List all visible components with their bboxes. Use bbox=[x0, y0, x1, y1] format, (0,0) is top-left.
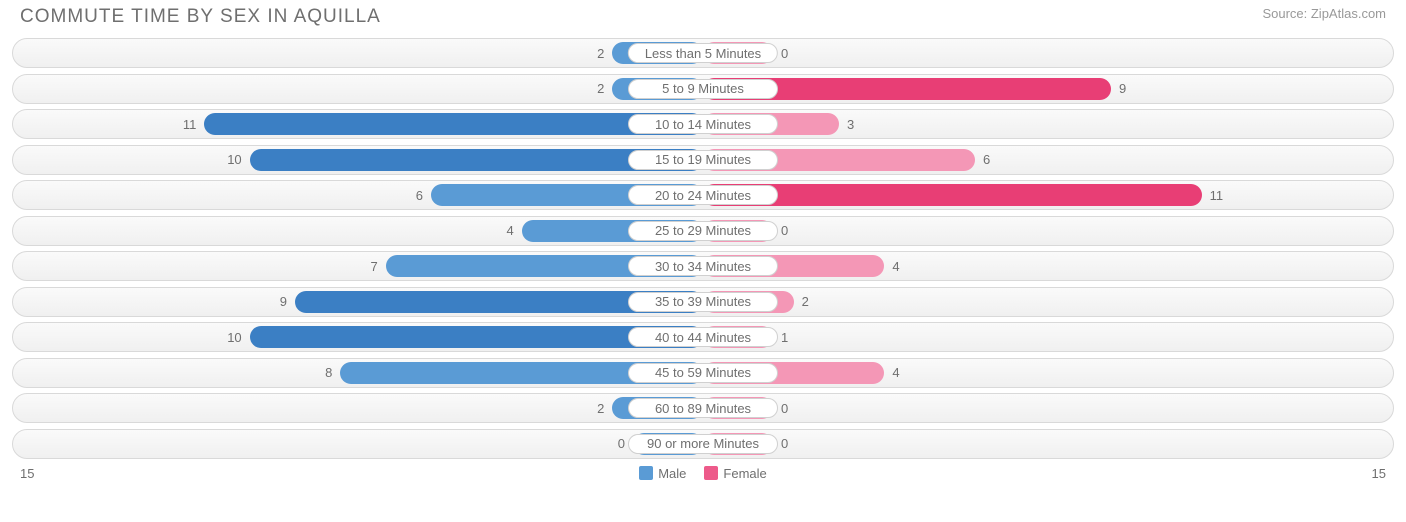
value-female: 11 bbox=[1202, 184, 1232, 206]
chart-row: 10 6 15 to 19 Minutes bbox=[12, 145, 1394, 175]
value-female: 6 bbox=[975, 149, 998, 171]
value-male: 11 bbox=[175, 113, 205, 135]
category-label: 30 to 34 Minutes bbox=[628, 256, 778, 276]
legend-item-female: Female bbox=[704, 466, 766, 481]
value-male: 4 bbox=[498, 220, 521, 242]
value-male: 7 bbox=[362, 255, 385, 277]
legend-item-male: Male bbox=[639, 466, 686, 481]
chart-row: 11 3 10 to 14 Minutes bbox=[12, 109, 1394, 139]
chart-area: 20Less than 5 Minutes295 to 9 Minutes113… bbox=[0, 32, 1406, 459]
category-label: 90 or more Minutes bbox=[628, 434, 778, 454]
chart-row: 7 4 30 to 34 Minutes bbox=[12, 251, 1394, 281]
value-female: 3 bbox=[839, 113, 862, 135]
legend: Male Female bbox=[639, 466, 767, 481]
axis-left-max: 15 bbox=[20, 466, 34, 481]
chart-row: 2 9 5 to 9 Minutes bbox=[12, 74, 1394, 104]
chart-row: 4025 to 29 Minutes bbox=[12, 216, 1394, 246]
chart-row: 2060 to 89 Minutes bbox=[12, 393, 1394, 423]
chart-row: 0090 or more Minutes bbox=[12, 429, 1394, 459]
value-male: 2 bbox=[589, 78, 612, 100]
category-label: 45 to 59 Minutes bbox=[628, 363, 778, 383]
category-label: 5 to 9 Minutes bbox=[628, 79, 778, 99]
value-male: 2 bbox=[589, 397, 612, 419]
value-male: 10 bbox=[219, 326, 249, 348]
category-label: 40 to 44 Minutes bbox=[628, 327, 778, 347]
legend-label-male: Male bbox=[658, 466, 686, 481]
category-label: 10 to 14 Minutes bbox=[628, 114, 778, 134]
value-female: 4 bbox=[884, 362, 907, 384]
category-label: 25 to 29 Minutes bbox=[628, 221, 778, 241]
category-label: 60 to 89 Minutes bbox=[628, 398, 778, 418]
chart-row: 20Less than 5 Minutes bbox=[12, 38, 1394, 68]
source-attribution: Source: ZipAtlas.com bbox=[1262, 6, 1386, 21]
value-female: 4 bbox=[884, 255, 907, 277]
value-male: 9 bbox=[272, 291, 295, 313]
value-male: 6 bbox=[408, 184, 431, 206]
chart-row: 6 11 20 to 24 Minutes bbox=[12, 180, 1394, 210]
value-female: 2 bbox=[794, 291, 817, 313]
swatch-female-icon bbox=[704, 466, 718, 480]
chart-container: COMMUTE TIME BY SEX IN AQUILLA Source: Z… bbox=[0, 0, 1406, 522]
category-label: Less than 5 Minutes bbox=[628, 43, 778, 63]
value-male: 2 bbox=[589, 42, 612, 64]
swatch-male-icon bbox=[639, 466, 653, 480]
chart-footer: 15 Male Female 15 bbox=[0, 464, 1406, 481]
axis-right-max: 15 bbox=[1372, 466, 1386, 481]
chart-row: 9 2 35 to 39 Minutes bbox=[12, 287, 1394, 317]
value-female: 9 bbox=[1111, 78, 1134, 100]
category-label: 15 to 19 Minutes bbox=[628, 150, 778, 170]
header: COMMUTE TIME BY SEX IN AQUILLA Source: Z… bbox=[0, 0, 1406, 32]
value-male: 8 bbox=[317, 362, 340, 384]
chart-row: 8 4 45 to 59 Minutes bbox=[12, 358, 1394, 388]
chart-title: COMMUTE TIME BY SEX IN AQUILLA bbox=[20, 6, 381, 28]
legend-label-female: Female bbox=[723, 466, 766, 481]
category-label: 20 to 24 Minutes bbox=[628, 185, 778, 205]
category-label: 35 to 39 Minutes bbox=[628, 292, 778, 312]
chart-row: 10140 to 44 Minutes bbox=[12, 322, 1394, 352]
value-male: 10 bbox=[219, 149, 249, 171]
